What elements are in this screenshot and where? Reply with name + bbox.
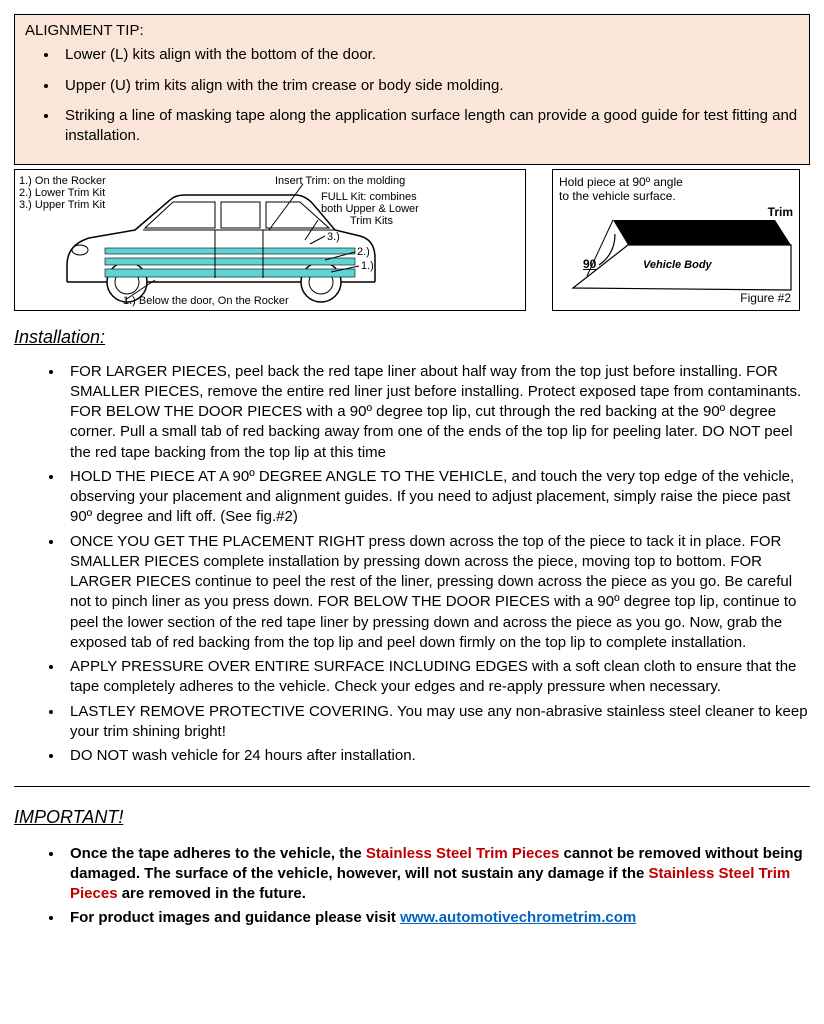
d1-n2: 2.) bbox=[357, 245, 370, 260]
d2-angle: 90 bbox=[583, 256, 596, 272]
tip-list: Lower (L) kits align with the bottom of … bbox=[59, 45, 799, 146]
d2-body: Vehicle Body bbox=[643, 258, 712, 273]
divider bbox=[14, 786, 810, 787]
install-item: HOLD THE PIECE AT A 90º DEGREE ANGLE TO … bbox=[64, 467, 810, 528]
important-title: IMPORTANT! bbox=[14, 805, 810, 829]
diagram-row: 1.) On the Rocker 2.) Lower Trim Kit 3.)… bbox=[14, 169, 810, 311]
important-item: For product images and guidance please v… bbox=[64, 908, 810, 928]
car-diagram: 1.) On the Rocker 2.) Lower Trim Kit 3.)… bbox=[14, 169, 526, 311]
installation-list: FOR LARGER PIECES, peel back the red tap… bbox=[64, 362, 810, 767]
install-item: FOR LARGER PIECES, peel back the red tap… bbox=[64, 362, 810, 463]
angle-diagram: Hold piece at 90º angle to the vehicle s… bbox=[552, 169, 800, 311]
tip-item: Lower (L) kits align with the bottom of … bbox=[59, 45, 799, 65]
install-item: DO NOT wash vehicle for 24 hours after i… bbox=[64, 746, 810, 766]
alignment-tip-box: ALIGNMENT TIP: Lower (L) kits align with… bbox=[14, 14, 810, 165]
tip-title: ALIGNMENT TIP: bbox=[25, 21, 799, 41]
tip-item: Striking a line of masking tape along th… bbox=[59, 106, 799, 147]
car-svg bbox=[15, 170, 525, 310]
imp-text: For product images and guidance please v… bbox=[70, 909, 400, 926]
d1-n1: 1.) bbox=[361, 259, 374, 274]
tip-item: Upper (U) trim kits align with the trim … bbox=[59, 76, 799, 96]
product-link[interactable]: www.automotivechrometrim.com bbox=[400, 909, 636, 926]
imp-text: are removed in the future. bbox=[118, 885, 306, 902]
imp-text: Once the tape adheres to the vehicle, th… bbox=[70, 845, 366, 862]
important-list: Once the tape adheres to the vehicle, th… bbox=[64, 844, 810, 929]
installation-title: Installation: bbox=[14, 325, 810, 349]
install-item: LASTLEY REMOVE PROTECTIVE COVERING. You … bbox=[64, 702, 810, 743]
d1-n3: 3.) bbox=[327, 230, 340, 245]
d1-below: 1.) Below the door, On the Rocker bbox=[123, 294, 289, 309]
important-item: Once the tape adheres to the vehicle, th… bbox=[64, 844, 810, 905]
install-item: APPLY PRESSURE OVER ENTIRE SURFACE INCLU… bbox=[64, 657, 810, 698]
d2-figure: Figure #2 bbox=[740, 290, 791, 306]
install-item: ONCE YOU GET THE PLACEMENT RIGHT press d… bbox=[64, 532, 810, 654]
imp-red: Stainless Steel Trim Pieces bbox=[366, 845, 559, 862]
